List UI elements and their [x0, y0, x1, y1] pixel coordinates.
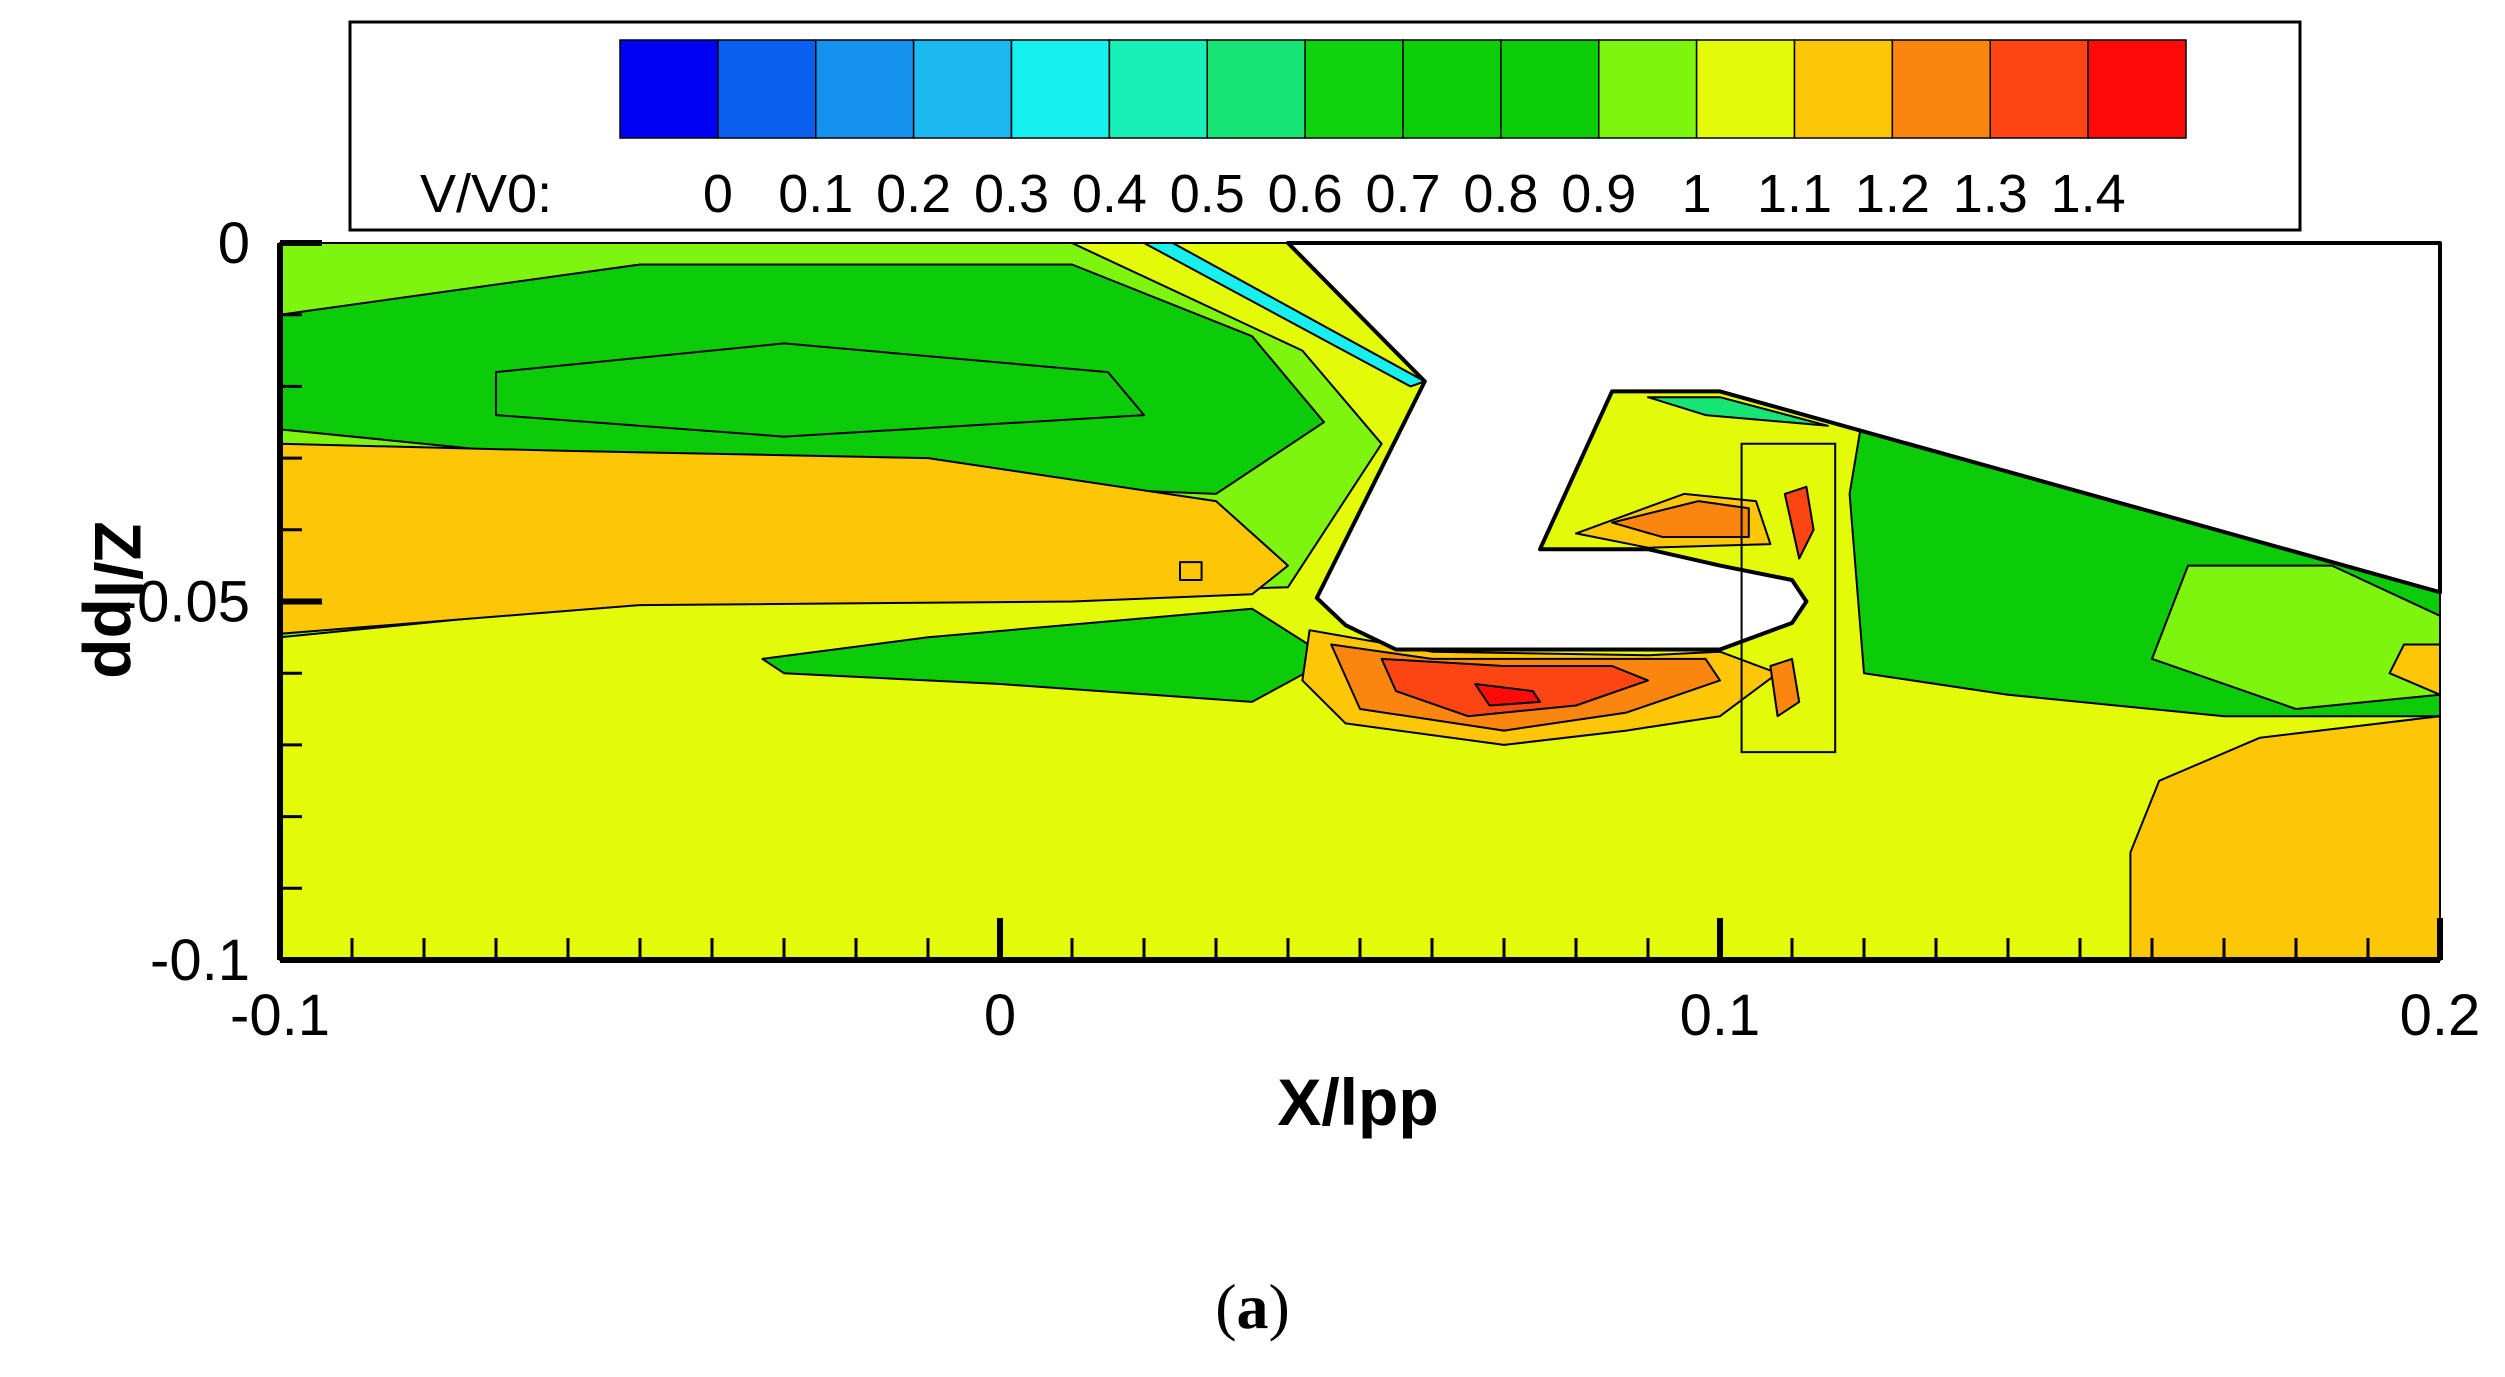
contour-region-7 — [279, 442, 1289, 635]
colorbar-swatch — [1989, 39, 2089, 139]
y-tick-label: -0.1 — [150, 928, 250, 993]
colorbar-swatch — [1206, 39, 1306, 139]
colorbar-label: 0.2 — [876, 164, 951, 224]
colorbar-swatch — [619, 39, 719, 139]
colorbar-label: 0 — [703, 164, 733, 224]
colorbar-label: 0.7 — [1365, 164, 1440, 224]
colorbar-swatch — [2087, 39, 2187, 139]
colorbar-label: 0.9 — [1561, 164, 1636, 224]
colorbar-swatch — [1304, 39, 1404, 139]
colorbar-label: 0.1 — [778, 164, 853, 224]
x-tick-label: 0.1 — [1680, 983, 1761, 1048]
contour-region-3 — [495, 342, 1145, 438]
colorbar-swatch — [1695, 39, 1796, 139]
colorbar-legend: V/V0: 0 0.1 0.2 0.3 0.4 0.5 0.6 0.7 0.8 0.9 1 1.1 1.2… — [348, 20, 2302, 232]
colorbar-label: 0.4 — [1072, 164, 1147, 224]
colorbar-label: 1.3 — [1953, 164, 2028, 224]
axes: -0.1 0 0.1 0.2 0 -0.05 -0.1 — [118, 211, 2481, 1048]
contour-region-9 — [2388, 643, 2441, 696]
colorbar-swatch — [912, 39, 1013, 139]
contour-region-15 — [1611, 500, 1750, 538]
hull-body — [1286, 241, 2442, 754]
colorbar-swatch — [1010, 39, 1111, 139]
figure-caption: (a) — [1215, 1271, 1290, 1342]
contour-region-20 — [1647, 396, 1829, 427]
rudder-box — [1740, 442, 1837, 754]
x-tick-label: 0.2 — [2400, 983, 2481, 1048]
colorbar-label: 0.8 — [1463, 164, 1538, 224]
colorbar-swatch — [1598, 39, 1698, 139]
colorbar-swatch — [1108, 39, 1208, 139]
hull-outline — [1286, 241, 2442, 652]
y-axis-label: Z/lpp — [81, 521, 155, 679]
colorbar-label: 0.6 — [1268, 164, 1343, 224]
colorbar-swatch — [717, 39, 817, 139]
colorbar-swatch — [1500, 39, 1600, 139]
contour-region-16 — [1783, 485, 1815, 560]
colorbar-label: 1 — [1682, 164, 1712, 224]
plot-area — [279, 241, 2442, 961]
contour-region-13 — [1474, 683, 1541, 707]
colorbar-label: 0.5 — [1170, 164, 1245, 224]
x-tick-label: -0.1 — [230, 983, 330, 1048]
contour-region-18 — [1179, 561, 1203, 581]
colorbar-label: 0.3 — [974, 164, 1049, 224]
contour-region-17 — [1769, 657, 1801, 718]
contour-region-4 — [761, 607, 1333, 703]
colorbar-label: 1.4 — [2051, 164, 2126, 224]
colorbar-title: V/V0: — [420, 164, 552, 224]
contour-region-12 — [1380, 657, 1649, 718]
colorbar-swatch — [1793, 39, 1894, 139]
colorbar-swatch — [1402, 39, 1502, 139]
y-tick-label: 0 — [218, 211, 250, 276]
colorbar-swatch — [1891, 39, 1991, 139]
x-axis-label: X/lpp — [1277, 1065, 1438, 1139]
colorbar-label: 1.1 — [1757, 164, 1832, 224]
x-tick-label: 0 — [984, 983, 1016, 1048]
colorbar-swatch — [815, 39, 915, 139]
colorbar-label: 1.2 — [1855, 164, 1930, 224]
y-tick-label: -0.05 — [118, 570, 250, 635]
